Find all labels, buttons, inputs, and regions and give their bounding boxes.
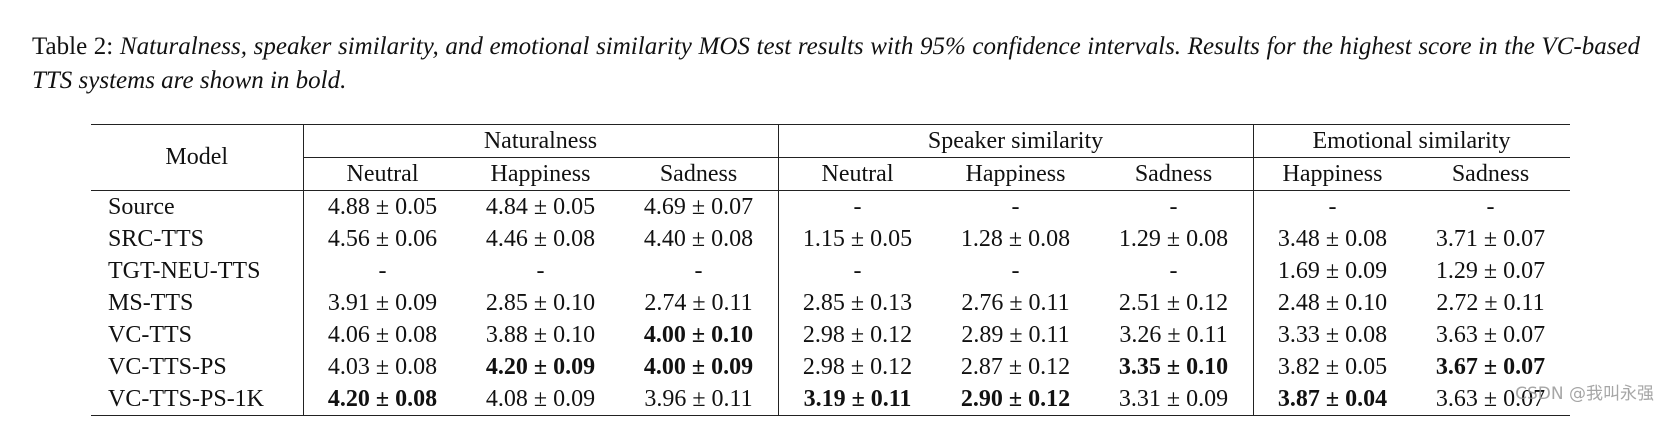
- score-cell: 1.69 ± 0.09: [1277, 257, 1388, 284]
- score-cell: 4.46 ± 0.08: [485, 225, 596, 252]
- header-row: Model Naturalness Speaker similarity Emotio…: [91, 124, 1570, 191]
- score-cell: 4.08 ± 0.09: [461, 383, 620, 416]
- score-cell: -: [378, 257, 387, 284]
- score-cell: 4.84 ± 0.05: [485, 193, 596, 220]
- score-cell: 3.71 ± 0.07: [1435, 225, 1546, 252]
- score-cell: 2.85 ± 0.13: [802, 289, 913, 316]
- column-header: Happiness: [936, 157, 1095, 191]
- score-cell: 2.85 ± 0.10: [485, 289, 596, 316]
- column-header: Sadness: [619, 157, 779, 191]
- score-cell: 3.96 ± 0.11: [619, 383, 779, 416]
- table-caption: Table 2: Naturalness, speaker similarity…: [32, 30, 1640, 98]
- model-name: Source: [91, 190, 304, 223]
- table-row: TGT-NEU-TTS - - - - - -1.69 ± 0.09 1.29 ± 0.07: [91, 255, 1570, 287]
- score-cell: 1.29 ± 0.08: [1094, 223, 1254, 255]
- model-name: MS-TTS: [91, 287, 304, 319]
- score-cell: 3.91 ± 0.09: [327, 289, 438, 316]
- score-cell: 3.87 ± 0.04: [1253, 383, 1412, 416]
- score-cell: 2.74 ± 0.11: [619, 287, 779, 319]
- column-header: Sadness: [1411, 157, 1570, 191]
- score-cell: -: [1328, 193, 1337, 220]
- watermark: CSDN @我叫永强: [1515, 384, 1654, 404]
- score-cell: 3.63 ± 0.07: [1435, 321, 1546, 348]
- model-name: VC-TTS-PS: [91, 351, 304, 383]
- score-cell: 4.00 ± 0.09: [619, 351, 779, 383]
- score-cell: 3.48 ± 0.08: [1277, 225, 1388, 252]
- column-header: Happiness: [1253, 157, 1412, 191]
- score-cell: 2.72 ± 0.11: [1436, 289, 1545, 316]
- score-cell: 4.03 ± 0.08: [327, 353, 438, 380]
- score-cell: 3.67 ± 0.07: [1435, 353, 1546, 380]
- score-cell: -: [619, 255, 779, 287]
- group-header: Emotional similarity: [1253, 124, 1570, 158]
- model-header: Model: [91, 124, 304, 191]
- table-row: VC-TTS-PS-1K 4.20 ± 0.08 4.08 ± 0.09 3.96 ±…: [91, 383, 1570, 416]
- score-cell: 4.06 ± 0.08: [327, 321, 438, 348]
- score-cell: 3.31 ± 0.09: [1094, 383, 1254, 416]
- score-cell: 2.48 ± 0.10: [1277, 289, 1388, 316]
- score-cell: 1.28 ± 0.08: [960, 225, 1071, 252]
- score-cell: 2.89 ± 0.11: [961, 321, 1070, 348]
- score-cell: 1.29 ± 0.07: [1435, 257, 1546, 284]
- column-header: Sadness: [1094, 157, 1254, 191]
- score-cell: -: [1011, 193, 1020, 220]
- score-cell: 3.33 ± 0.08: [1277, 321, 1388, 348]
- column-header: Neutral: [303, 157, 462, 191]
- score-cell: 4.88 ± 0.05: [327, 193, 438, 220]
- results-table: Model Naturalness Speaker similarity Emotio…: [91, 124, 1570, 416]
- table-row: MS-TTS 3.91 ± 0.09 2.85 ± 0.10 2.74 ± 0.11 2…: [91, 287, 1570, 319]
- score-cell: 4.40 ± 0.08: [619, 223, 779, 255]
- score-cell: -: [1094, 255, 1254, 287]
- score-cell: 4.69 ± 0.07: [619, 190, 779, 223]
- model-name: VC-TTS-PS-1K: [91, 383, 304, 416]
- subheader-row: Neutral Happiness Sadness Neutral Happiness S…: [91, 157, 1570, 191]
- score-cell: 4.56 ± 0.06: [327, 225, 438, 252]
- group-header: Naturalness: [303, 124, 779, 158]
- score-cell: 1.15 ± 0.05: [802, 225, 913, 252]
- score-cell: 3.35 ± 0.10: [1094, 351, 1254, 383]
- score-cell: 3.26 ± 0.11: [1094, 319, 1254, 351]
- score-cell: 3.19 ± 0.11: [778, 383, 937, 416]
- score-cell: 2.98 ± 0.12: [802, 353, 913, 380]
- table-row: VC-TTS 4.06 ± 0.08 3.88 ± 0.10 4.00 ± 0.10 2…: [91, 319, 1570, 351]
- score-cell: 2.98 ± 0.12: [802, 321, 913, 348]
- score-cell: -: [853, 193, 862, 220]
- table-row: SRC-TTS 4.56 ± 0.06 4.46 ± 0.08 4.40 ± 0.08…: [91, 223, 1570, 255]
- column-header: Happiness: [461, 157, 620, 191]
- model-name: TGT-NEU-TTS: [91, 255, 304, 287]
- score-cell: 3.88 ± 0.10: [485, 321, 596, 348]
- model-name: SRC-TTS: [91, 223, 304, 255]
- score-cell: 4.00 ± 0.10: [619, 319, 779, 351]
- table-row: Source 4.88 ± 0.05 4.84 ± 0.05 4.69 ± 0.07 -…: [91, 190, 1570, 223]
- caption-label: Table 2:: [32, 33, 114, 60]
- score-cell: 4.20 ± 0.09: [485, 353, 596, 380]
- score-cell: 2.90 ± 0.12: [936, 383, 1095, 416]
- score-cell: -: [1094, 190, 1254, 223]
- score-cell: 2.51 ± 0.12: [1094, 287, 1254, 319]
- score-cell: -: [1486, 193, 1495, 220]
- table-row: VC-TTS-PS 4.03 ± 0.08 4.20 ± 0.09 4.00 ± 0.…: [91, 351, 1570, 383]
- score-cell: 2.76 ± 0.11: [961, 289, 1070, 316]
- score-cell: 3.82 ± 0.05: [1277, 353, 1388, 380]
- model-name: VC-TTS: [91, 319, 304, 351]
- score-cell: -: [853, 257, 862, 284]
- group-header: Speaker similarity: [778, 124, 1254, 158]
- caption-text: Naturalness, speaker similarity, and emo…: [32, 33, 1641, 94]
- score-cell: -: [1011, 257, 1020, 284]
- score-cell: 2.87 ± 0.12: [960, 353, 1071, 380]
- score-cell: -: [536, 257, 545, 284]
- score-cell: 4.20 ± 0.08: [303, 383, 462, 416]
- column-header: Neutral: [778, 157, 937, 191]
- score-cell: 3.63 ± 0.07: [1411, 383, 1570, 416]
